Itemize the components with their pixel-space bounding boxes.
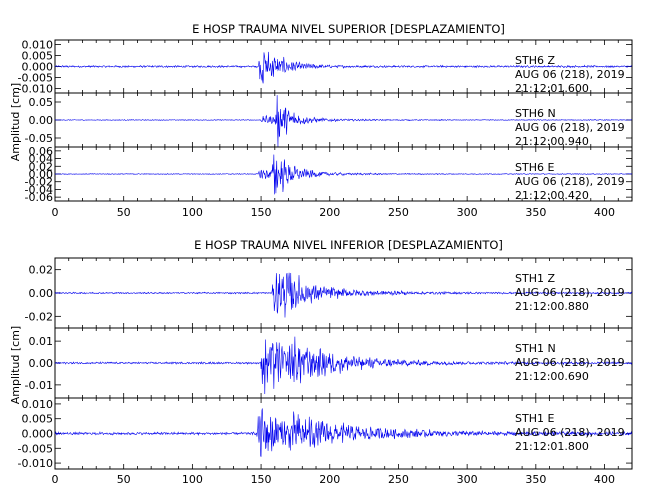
y-tick-label: 0.05 — [29, 96, 54, 109]
x-tick-label: 50 — [117, 473, 131, 486]
y-tick-label: 0.005 — [22, 413, 54, 426]
time-label: 21:12:01.800 — [515, 440, 589, 453]
y-tick-label: 0.06 — [29, 145, 54, 158]
y-tick-label: 0.010 — [22, 398, 54, 411]
x-tick-label: 200 — [319, 206, 340, 219]
y-tick-label: -0.02 — [25, 176, 53, 189]
x-tick-label: 400 — [594, 206, 615, 219]
y-tick-label: 0.00 — [29, 114, 54, 127]
time-label: 21:12:00.940 — [515, 135, 589, 148]
x-tick-label: 350 — [525, 206, 546, 219]
x-tick-label: 50 — [117, 206, 131, 219]
x-tick-label: 150 — [251, 206, 272, 219]
x-tick-label: 400 — [594, 473, 615, 486]
chart-title: E HOSP TRAUMA NIVEL INFERIOR [DESPLAZAMI… — [194, 238, 503, 252]
x-tick-label: 0 — [52, 473, 59, 486]
y-tick-label: -0.02 — [25, 310, 53, 323]
date-label: AUG 06 (218), 2019 — [515, 286, 625, 299]
y-axis-label: Amplitud [cm] — [9, 326, 22, 404]
y-tick-label: 0.00 — [29, 168, 54, 181]
y-axis-label: Amplitud [cm] — [9, 83, 22, 161]
station-label: STH6 E — [515, 161, 554, 174]
x-tick-label: 300 — [457, 206, 478, 219]
chart-2: E HOSP TRAUMA NIVEL INFERIOR [DESPLAZAMI… — [9, 238, 633, 486]
y-tick-label: -0.01 — [25, 379, 53, 392]
station-label: STH1 N — [515, 342, 556, 355]
date-label: AUG 06 (218), 2019 — [515, 121, 625, 134]
x-tick-label: 0 — [52, 206, 59, 219]
y-tick-label: 0.01 — [29, 335, 54, 348]
chart-1: E HOSP TRAUMA NIVEL SUPERIOR [DESPLAZAMI… — [9, 22, 633, 219]
y-tick-label: -0.05 — [25, 132, 53, 145]
y-tick-label: 0.000 — [22, 61, 54, 74]
y-tick-label: 0.00 — [29, 287, 54, 300]
y-tick-label: 0.02 — [29, 264, 54, 277]
x-tick-label: 250 — [388, 206, 409, 219]
date-label: AUG 06 (218), 2019 — [515, 356, 625, 369]
time-label: 21:12:01.600 — [515, 82, 589, 95]
x-tick-label: 100 — [182, 473, 203, 486]
waveform-trace-e — [54, 154, 633, 195]
y-tick-label: -0.04 — [25, 183, 53, 196]
y-tick-label: -0.005 — [18, 442, 53, 455]
waveform-trace-n — [54, 95, 633, 148]
date-label: AUG 06 (218), 2019 — [515, 68, 625, 81]
x-tick-label: 250 — [388, 473, 409, 486]
y-tick-label: -0.010 — [18, 83, 53, 96]
station-label: STH1 Z — [515, 272, 555, 285]
date-label: AUG 06 (218), 2019 — [515, 426, 625, 439]
station-label: STH1 E — [515, 412, 554, 425]
time-label: 21:12:00.690 — [515, 370, 589, 383]
x-tick-label: 350 — [525, 473, 546, 486]
time-label: 21:12:00.880 — [515, 300, 589, 313]
y-tick-label: -0.010 — [18, 457, 53, 470]
waveform-trace-z — [54, 51, 633, 84]
x-tick-label: 200 — [319, 473, 340, 486]
panel-e: 0.060.040.020.00-0.02-0.04-0.06 STH6 EAUG… — [25, 145, 633, 204]
y-tick-label: 0.04 — [29, 153, 54, 166]
waveform-trace-z — [54, 272, 633, 318]
station-label: STH6 N — [515, 107, 556, 120]
station-label: STH6 Z — [515, 54, 555, 67]
y-tick-label: 0.000 — [22, 428, 54, 441]
waveform-trace-n — [54, 336, 633, 394]
chart-title: E HOSP TRAUMA NIVEL SUPERIOR [DESPLAZAMI… — [192, 22, 505, 36]
y-tick-label: 0.005 — [22, 49, 54, 62]
y-tick-label: 0.010 — [22, 38, 54, 51]
y-tick-label: 0.02 — [29, 160, 54, 173]
x-tick-label: 150 — [251, 473, 272, 486]
y-tick-label: 0.00 — [29, 357, 54, 370]
time-label: 21:12:00.420 — [515, 189, 589, 202]
y-tick-label: -0.005 — [18, 72, 53, 85]
x-tick-label: 300 — [457, 473, 478, 486]
x-tick-label: 100 — [182, 206, 203, 219]
waveform-trace-e — [54, 408, 633, 457]
y-tick-label: -0.06 — [25, 191, 53, 204]
date-label: AUG 06 (218), 2019 — [515, 175, 625, 188]
